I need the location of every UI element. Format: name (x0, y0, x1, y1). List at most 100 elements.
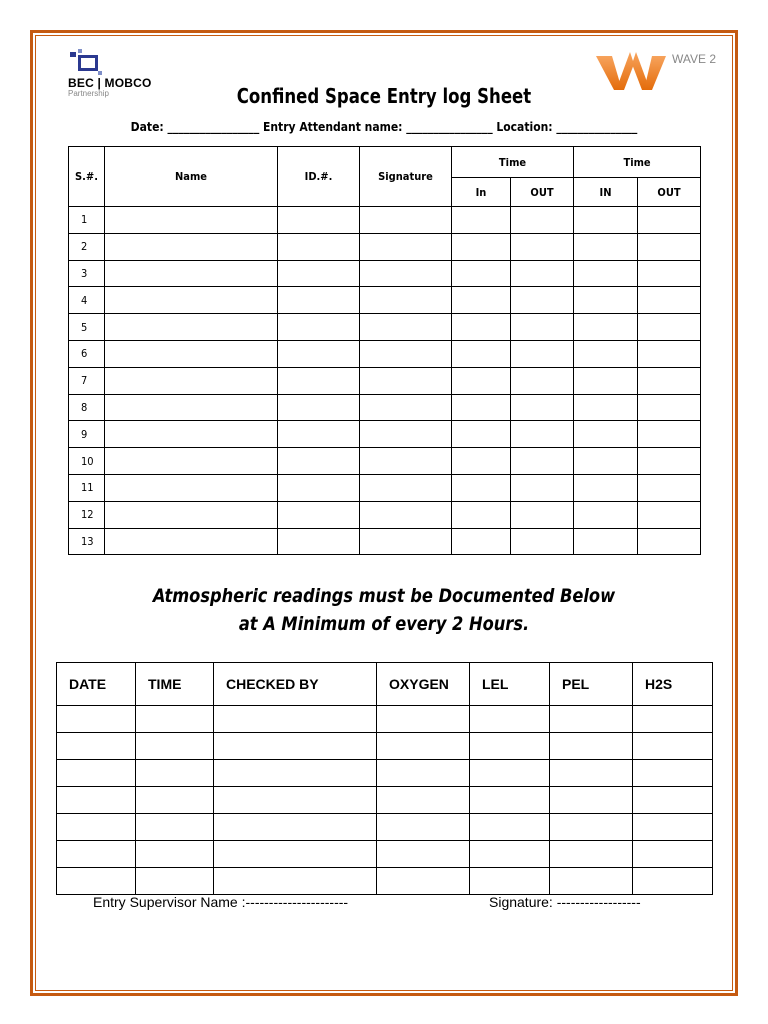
entry-cell[interactable] (509, 366, 575, 395)
entry-cell[interactable] (509, 286, 575, 315)
readings-cell[interactable] (56, 759, 136, 787)
entry-cell[interactable] (573, 232, 639, 261)
readings-cell[interactable] (632, 705, 713, 733)
entry-cell[interactable] (277, 286, 360, 315)
readings-cell[interactable] (135, 867, 214, 895)
readings-cell[interactable] (376, 867, 470, 895)
entry-cell[interactable] (104, 206, 278, 234)
entry-cell[interactable] (359, 393, 452, 422)
entry-cell[interactable] (277, 313, 360, 341)
readings-cell[interactable] (549, 786, 633, 814)
readings-cell[interactable] (549, 759, 633, 787)
entry-cell[interactable] (637, 393, 702, 422)
entry-cell[interactable] (573, 393, 639, 422)
entry-cell[interactable] (637, 259, 702, 288)
entry-cell[interactable] (104, 527, 278, 556)
entry-cell[interactable] (104, 339, 278, 368)
readings-cell[interactable] (469, 867, 550, 895)
entry-cell[interactable] (573, 473, 639, 502)
entry-cell[interactable] (637, 447, 702, 475)
entry-cell[interactable] (277, 473, 360, 502)
readings-cell[interactable] (549, 705, 633, 733)
readings-cell[interactable] (56, 786, 136, 814)
entry-cell[interactable] (359, 500, 452, 529)
entry-cell[interactable] (451, 232, 511, 261)
entry-cell[interactable] (637, 286, 702, 315)
entry-cell[interactable] (451, 527, 511, 556)
readings-cell[interactable] (56, 705, 136, 733)
readings-cell[interactable] (632, 759, 713, 787)
entry-cell[interactable] (359, 527, 452, 556)
entry-cell[interactable] (509, 232, 575, 261)
entry-cell[interactable] (573, 313, 639, 341)
entry-cell[interactable] (451, 500, 511, 529)
entry-cell[interactable] (451, 206, 511, 234)
readings-cell[interactable] (469, 840, 550, 868)
entry-cell[interactable] (359, 232, 452, 261)
readings-cell[interactable] (376, 786, 470, 814)
entry-cell[interactable] (359, 313, 452, 341)
entry-cell[interactable] (509, 206, 575, 234)
entry-cell[interactable] (637, 366, 702, 395)
entry-cell[interactable] (451, 339, 511, 368)
entry-cell[interactable] (573, 500, 639, 529)
readings-cell[interactable] (469, 705, 550, 733)
entry-cell[interactable] (359, 206, 452, 234)
entry-cell[interactable] (277, 259, 360, 288)
readings-cell[interactable] (632, 732, 713, 760)
entry-cell[interactable] (277, 447, 360, 475)
readings-cell[interactable] (135, 732, 214, 760)
entry-cell[interactable] (573, 259, 639, 288)
readings-cell[interactable] (56, 732, 136, 760)
entry-cell[interactable] (451, 393, 511, 422)
readings-cell[interactable] (376, 840, 470, 868)
entry-cell[interactable] (509, 339, 575, 368)
entry-cell[interactable] (104, 366, 278, 395)
entry-cell[interactable] (277, 500, 360, 529)
entry-cell[interactable] (104, 393, 278, 422)
entry-cell[interactable] (277, 206, 360, 234)
entry-cell[interactable] (509, 393, 575, 422)
entry-cell[interactable] (509, 473, 575, 502)
entry-cell[interactable] (359, 286, 452, 315)
entry-cell[interactable] (637, 313, 702, 341)
entry-cell[interactable] (637, 500, 702, 529)
readings-cell[interactable] (469, 759, 550, 787)
readings-cell[interactable] (549, 867, 633, 895)
entry-cell[interactable] (509, 527, 575, 556)
entry-cell[interactable] (359, 259, 452, 288)
entry-cell[interactable] (359, 420, 452, 449)
readings-cell[interactable] (56, 813, 136, 841)
entry-cell[interactable] (637, 527, 702, 556)
entry-cell[interactable] (451, 286, 511, 315)
entry-cell[interactable] (104, 232, 278, 261)
readings-cell[interactable] (213, 759, 377, 787)
entry-cell[interactable] (573, 286, 639, 315)
readings-cell[interactable] (135, 786, 214, 814)
entry-cell[interactable] (451, 259, 511, 288)
entry-cell[interactable] (104, 259, 278, 288)
readings-cell[interactable] (632, 786, 713, 814)
entry-cell[interactable] (509, 447, 575, 475)
readings-cell[interactable] (213, 867, 377, 895)
readings-cell[interactable] (213, 840, 377, 868)
readings-cell[interactable] (213, 786, 377, 814)
entry-cell[interactable] (359, 366, 452, 395)
entry-cell[interactable] (359, 447, 452, 475)
entry-cell[interactable] (104, 447, 278, 475)
readings-cell[interactable] (549, 813, 633, 841)
entry-cell[interactable] (104, 500, 278, 529)
entry-cell[interactable] (277, 527, 360, 556)
entry-cell[interactable] (637, 420, 702, 449)
entry-cell[interactable] (277, 339, 360, 368)
entry-cell[interactable] (509, 259, 575, 288)
readings-cell[interactable] (135, 759, 214, 787)
readings-cell[interactable] (213, 705, 377, 733)
entry-cell[interactable] (359, 339, 452, 368)
entry-cell[interactable] (451, 366, 511, 395)
readings-cell[interactable] (376, 705, 470, 733)
readings-cell[interactable] (469, 786, 550, 814)
entry-cell[interactable] (637, 206, 702, 234)
readings-cell[interactable] (469, 813, 550, 841)
entry-cell[interactable] (277, 366, 360, 395)
